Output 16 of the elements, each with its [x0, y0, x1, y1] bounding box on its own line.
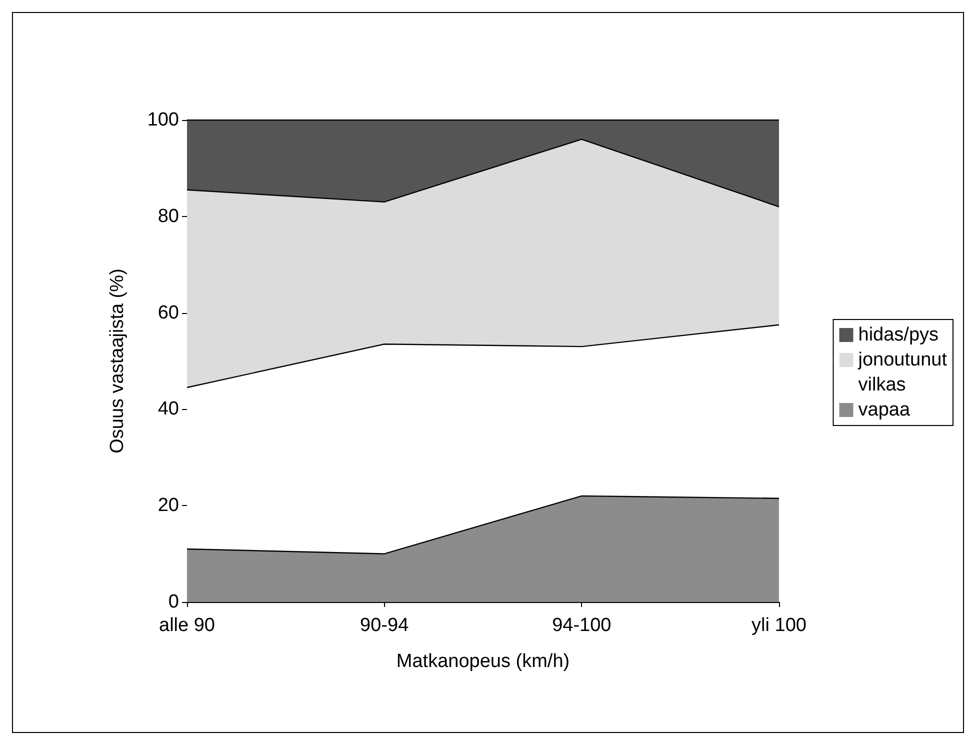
y-tick-label: 0 — [168, 592, 179, 612]
x-tick-label: 94-100 — [552, 615, 612, 636]
y-tick-label: 60 — [158, 302, 179, 324]
text: vilkas — [858, 374, 906, 396]
legend-label: hidas/pys — [858, 324, 939, 346]
x-tick-label: 90-94 — [360, 615, 410, 636]
x-tick-label: alle 90 — [159, 615, 215, 636]
y-tick-label: 20 — [158, 495, 179, 516]
x-axis-title: Matkanopeus (km/h) — [396, 651, 570, 672]
y-tick-label: 100 — [147, 110, 179, 130]
y-tick-label: 40 — [158, 398, 179, 420]
y-axis-title: Osuus vastaajista (%) — [107, 268, 128, 454]
legend-label: vapaa — [858, 400, 910, 420]
x-tick-label: yli 100 — [752, 615, 806, 636]
legend-label: jonoutunut — [857, 350, 948, 370]
y-tick-label: 80 — [158, 206, 179, 227]
